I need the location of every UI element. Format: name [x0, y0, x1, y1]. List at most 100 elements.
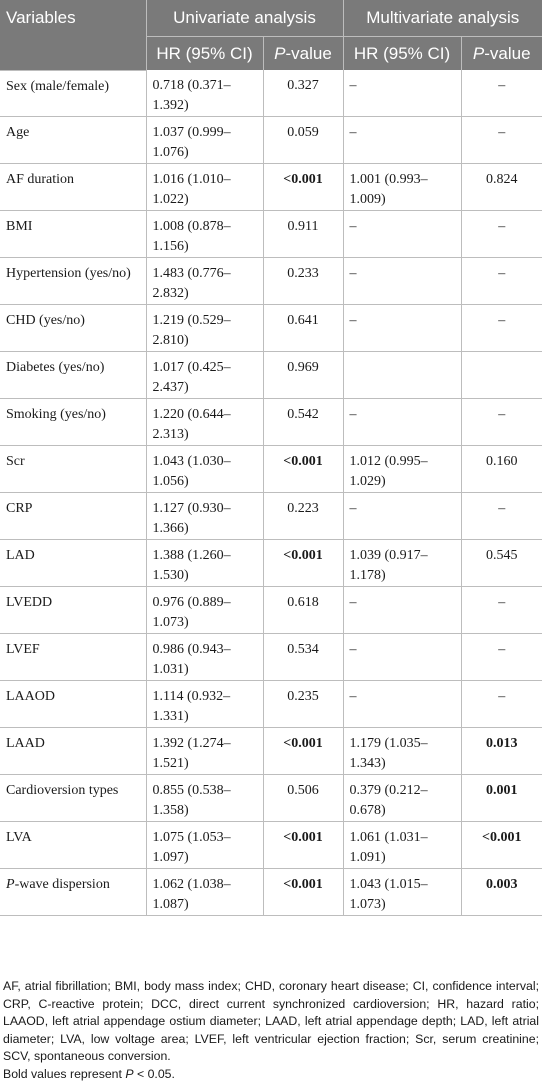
- cell-multi-hr: –: [343, 399, 461, 446]
- cell-multi-hr-line1: –: [350, 407, 357, 422]
- header-multi-hr: HR (95% CI): [343, 37, 461, 71]
- cell-multi-p-value: –: [498, 407, 505, 422]
- cell-variable-text: LAD: [6, 548, 35, 563]
- cell-uni-p: 0.618: [263, 587, 343, 634]
- cell-variable-text: BMI: [6, 219, 32, 234]
- header-uni-hr: HR (95% CI): [146, 37, 263, 71]
- cell-uni-hr-line1: 0.976 (0.889–: [153, 595, 231, 610]
- cell-variable-text: Age: [6, 125, 29, 140]
- cell-uni-p: <0.001: [263, 822, 343, 869]
- cell-multi-hr-line2: 1.178): [350, 568, 386, 583]
- cell-multi-p: 0.824: [461, 164, 542, 211]
- cell-multi-hr-line1: –: [350, 78, 357, 93]
- cell-uni-hr-line2: 1.358): [153, 803, 189, 818]
- cell-multi-p: –: [461, 305, 542, 352]
- cell-uni-hr: 1.388 (1.260–1.530): [146, 540, 263, 587]
- cell-multi-p-value: –: [498, 642, 505, 657]
- cell-multi-hr: –: [343, 587, 461, 634]
- cell-uni-p-value: 0.059: [287, 125, 319, 140]
- cell-variable-italic: P: [6, 877, 15, 892]
- cell-multi-p-value: –: [498, 595, 505, 610]
- cell-multi-p: 0.160: [461, 446, 542, 493]
- cell-multi-p-value: –: [498, 266, 505, 281]
- cell-multi-p-value: –: [498, 689, 505, 704]
- cell-multi-hr-line1: 1.061 (1.031–: [350, 830, 428, 845]
- cell-variable-text: Diabetes (yes/no): [6, 360, 104, 375]
- cell-uni-p: <0.001: [263, 446, 343, 493]
- cell-multi-p: –: [461, 70, 542, 117]
- cell-uni-p: 0.542: [263, 399, 343, 446]
- cell-variable-text: LVEDD: [6, 595, 52, 610]
- cell-uni-p: 0.059: [263, 117, 343, 164]
- cell-variable: Diabetes (yes/no): [0, 352, 146, 399]
- table-row: Diabetes (yes/no) 1.017 (0.425– 2.437) 0.96…: [0, 352, 542, 399]
- cell-multi-hr-line1: –: [350, 219, 357, 234]
- cell-multi-hr: 0.379 (0.212–0.678): [343, 775, 461, 822]
- cell-multi-hr-line2: 1.029): [350, 474, 386, 489]
- cell-uni-hr: 1.114 (0.932–1.331): [146, 681, 263, 728]
- cell-multi-hr-line1: –: [350, 125, 357, 140]
- cell-variable-text: -wave dispersion: [15, 877, 110, 892]
- cell-multi-p: –: [461, 399, 542, 446]
- abbreviations-note: AF, atrial fibrillation; BMI, body mass …: [3, 978, 539, 1066]
- cell-variable-text: Smoking (yes/no): [6, 407, 106, 422]
- cell-multi-hr-line2: 1.009): [350, 192, 386, 207]
- table-header: Variables Univariate analysis Multivaria…: [0, 0, 542, 70]
- cell-uni-p-value: 0.506: [287, 783, 319, 798]
- cell-variable-text: CRP: [6, 501, 32, 516]
- cell-uni-hr-line2: 2.313): [153, 427, 189, 442]
- cell-variable: Sex (male/female): [0, 70, 146, 117]
- cell-multi-hr: –: [343, 258, 461, 305]
- cell-uni-p-value: 0.235: [287, 689, 319, 704]
- table-row: Smoking (yes/no)1.220 (0.644–2.313)0.542…: [0, 399, 542, 446]
- cell-multi-p: <0.001: [461, 822, 542, 869]
- cell-uni-hr: 1.127 (0.930–1.366): [146, 493, 263, 540]
- cell-uni-p: 0.969: [263, 352, 343, 399]
- cell-multi-hr: –: [343, 117, 461, 164]
- cell-uni-p: 0.641: [263, 305, 343, 352]
- cell-uni-p: 0.223: [263, 493, 343, 540]
- cell-variable: LAAOD: [0, 681, 146, 728]
- cell-multi-hr-line1: –: [350, 689, 357, 704]
- cell-uni-p-value: 0.223: [287, 501, 319, 516]
- cell-uni-hr-line2: 1.156): [153, 239, 189, 254]
- cell-variable: CRP: [0, 493, 146, 540]
- cell-multi-hr: 1.043 (1.015–1.073): [343, 869, 461, 916]
- cell-variable: Smoking (yes/no): [0, 399, 146, 446]
- cell-multi-p-value: 0.003: [486, 877, 518, 892]
- cell-multi-hr: 1.012 (0.995–1.029): [343, 446, 461, 493]
- cell-multi-p-value: 0.160: [486, 454, 518, 469]
- cox-regression-table: Variables Univariate analysis Multivaria…: [0, 0, 542, 916]
- cell-variable-text: Sex (male/female): [6, 79, 109, 94]
- cell-uni-hr: 0.718 (0.371–1.392): [146, 70, 263, 117]
- cell-multi-p: 0.013: [461, 728, 542, 775]
- cell-uni-p-value: <0.001: [283, 830, 322, 845]
- cell-uni-hr-line1: 0.855 (0.538–: [153, 783, 231, 798]
- cell-uni-hr-line2: 2.437): [153, 380, 189, 395]
- cell-multi-hr: –: [343, 70, 461, 117]
- cell-variable-text: CHD (yes/no): [6, 313, 85, 328]
- table-row: Scr 1.043 (1.030–1.056) <0.001 1.012 (0.995…: [0, 446, 542, 493]
- cell-uni-p-value: <0.001: [283, 172, 322, 187]
- cell-uni-p-value: <0.001: [283, 454, 322, 469]
- cell-variable: LVA: [0, 822, 146, 869]
- cell-uni-hr-line2: 1.076): [153, 145, 189, 160]
- cell-uni-hr: 1.043 (1.030–1.056): [146, 446, 263, 493]
- cell-multi-p: –: [461, 587, 542, 634]
- header-uni-p: P-value: [263, 37, 343, 71]
- cell-uni-hr: 0.976 (0.889–1.073): [146, 587, 263, 634]
- cell-uni-hr-line2: 1.056): [153, 474, 189, 489]
- cell-uni-hr-line1: 1.388 (1.260–: [153, 548, 231, 563]
- cell-uni-hr-line2: 1.331): [153, 709, 189, 724]
- cell-uni-p-value: <0.001: [283, 548, 322, 563]
- cell-uni-hr-line1: 1.017 (0.425–: [153, 360, 231, 375]
- cell-uni-hr: 1.037 (0.999–1.076): [146, 117, 263, 164]
- header-univariate: Univariate analysis: [146, 0, 343, 37]
- cell-uni-p: 0.534: [263, 634, 343, 681]
- cell-variable-text: Scr: [6, 454, 25, 469]
- bold-note-suffix: < 0.05.: [134, 1067, 175, 1081]
- cell-uni-hr-line2: 1.521): [153, 756, 189, 771]
